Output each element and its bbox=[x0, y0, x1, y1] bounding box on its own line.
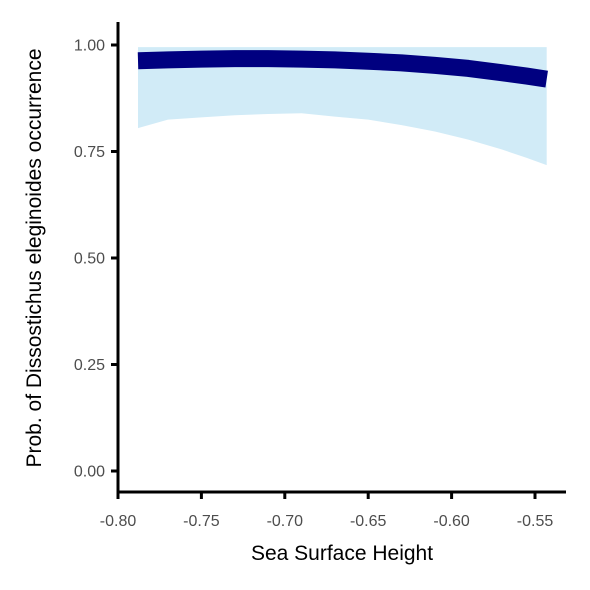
fitted-line bbox=[137, 50, 548, 88]
plot-area bbox=[137, 47, 548, 166]
confidence-ribbon bbox=[138, 47, 547, 166]
x-axis-title: Sea Surface Height bbox=[251, 542, 433, 565]
axes: 0.00 0.25 0.50 0.75 1.00 -0.80 -0.75 -0.70 -0.65… bbox=[74, 22, 566, 530]
y-tick-label: 1.00 bbox=[74, 38, 105, 55]
y-axis-title: Prob. of Dissostichus eleginoides occurr… bbox=[23, 48, 46, 467]
x-tick-label: -0.60 bbox=[433, 513, 470, 530]
y-tick-label: 0.00 bbox=[74, 464, 105, 481]
x-tick-label: -0.80 bbox=[100, 513, 137, 530]
y-tick-label: 0.25 bbox=[74, 357, 105, 374]
y-tick-label: 0.75 bbox=[74, 144, 105, 161]
y-tick-label: 0.50 bbox=[74, 251, 105, 268]
x-tick-label: -0.75 bbox=[183, 513, 220, 530]
x-tick-label: -0.70 bbox=[267, 513, 304, 530]
x-tick-label: -0.65 bbox=[350, 513, 387, 530]
x-tick-label: -0.55 bbox=[517, 513, 554, 530]
